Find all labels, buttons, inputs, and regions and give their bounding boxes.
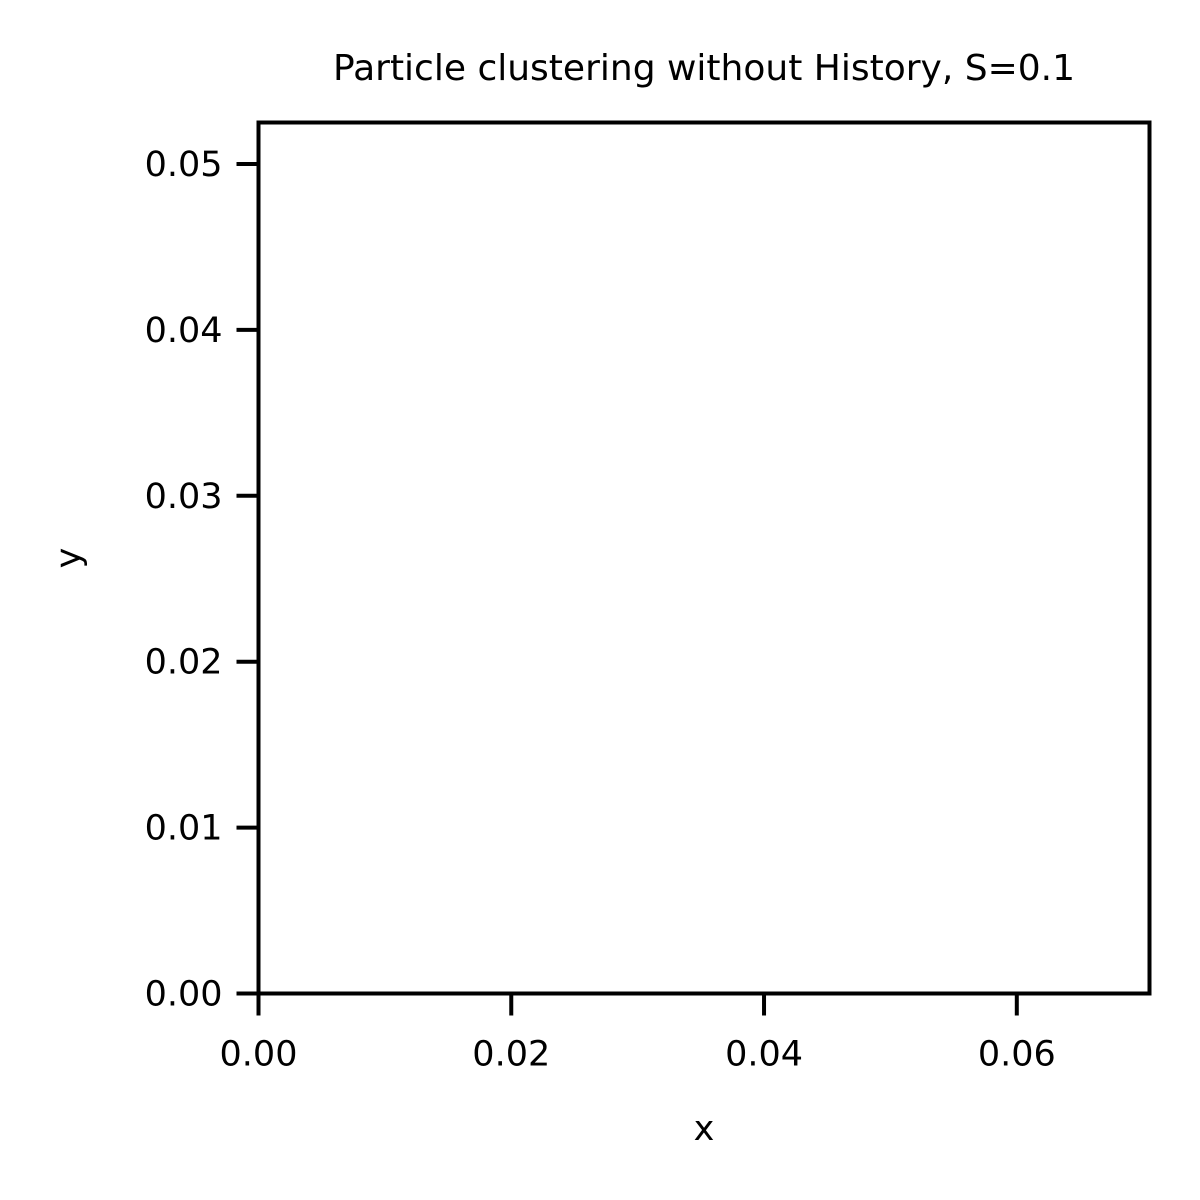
- x-tick-label: 0.00: [220, 1035, 298, 1075]
- x-tick-label: 0.02: [472, 1035, 550, 1075]
- y-axis-label: y: [49, 548, 89, 569]
- y-tick-label: 0.03: [145, 477, 223, 517]
- y-tick-label: 0.01: [145, 809, 223, 849]
- x-axis-ticks: 0.00 0.02 0.04 0.06: [220, 993, 1056, 1075]
- x-tick-label: 0.06: [978, 1035, 1056, 1075]
- y-tick-label: 0.00: [145, 975, 223, 1015]
- x-tick-label: 0.04: [725, 1035, 803, 1075]
- x-axis-label: x: [694, 1109, 715, 1149]
- plot-frame: [256, 120, 1152, 996]
- y-tick-label: 0.02: [145, 643, 223, 683]
- chart-title: Particle clustering without History, S=0…: [333, 48, 1075, 89]
- y-tick-label: 0.05: [145, 145, 223, 185]
- y-axis-ticks: 0.00 0.01 0.02 0.03 0.04 0.05: [145, 145, 259, 1015]
- y-tick-label: 0.04: [145, 311, 223, 351]
